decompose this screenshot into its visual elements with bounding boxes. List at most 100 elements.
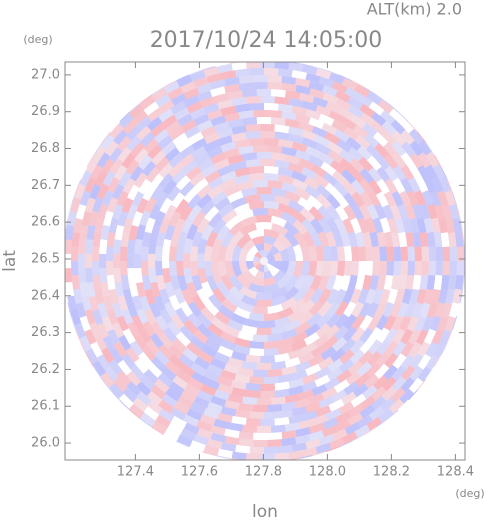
echo-cell bbox=[201, 164, 218, 178]
echo-cell bbox=[224, 76, 240, 87]
echo-cell bbox=[269, 266, 280, 277]
echo-cell bbox=[242, 62, 258, 63]
echo-cell bbox=[253, 439, 268, 447]
echo-cell bbox=[322, 261, 331, 277]
x-unit: (deg) bbox=[455, 487, 484, 500]
echo-cell bbox=[136, 381, 152, 397]
echo-cell bbox=[186, 101, 203, 114]
echo-cell bbox=[210, 115, 227, 127]
echo-cell bbox=[191, 137, 208, 151]
echo-cell bbox=[254, 251, 262, 259]
echo-cell bbox=[227, 319, 244, 332]
echo-cell bbox=[327, 149, 344, 164]
echo-cell bbox=[176, 75, 193, 88]
echo-cell bbox=[204, 261, 213, 277]
echo-cell bbox=[264, 264, 270, 272]
echo-cell bbox=[439, 177, 452, 193]
echo-cell bbox=[352, 124, 369, 139]
echo-cell bbox=[302, 274, 315, 291]
echo-cell bbox=[274, 381, 290, 391]
echo-cell bbox=[423, 288, 434, 305]
echo-cell bbox=[96, 152, 111, 168]
echo-cell bbox=[221, 442, 237, 452]
echo-cell bbox=[425, 341, 438, 358]
echo-cell bbox=[318, 217, 332, 234]
echo-cell bbox=[445, 218, 455, 234]
echo-cell bbox=[405, 274, 415, 291]
echo-cell bbox=[150, 321, 165, 338]
echo-cell bbox=[291, 339, 308, 352]
echo-cell bbox=[139, 210, 151, 227]
echo-cell bbox=[391, 190, 404, 207]
echo-cell bbox=[109, 348, 124, 364]
echo-cell bbox=[249, 68, 264, 76]
echo-cell bbox=[417, 366, 432, 383]
echo-cell bbox=[177, 230, 188, 247]
echo-cell bbox=[173, 288, 186, 305]
echo-cell bbox=[324, 131, 341, 145]
echo-cell bbox=[308, 117, 325, 129]
echo-cell bbox=[187, 131, 204, 145]
echo-cell bbox=[120, 232, 130, 248]
echo-cell bbox=[383, 141, 398, 158]
echo-cell bbox=[121, 197, 134, 214]
echo-cell bbox=[242, 270, 255, 283]
echo-cell bbox=[186, 408, 203, 421]
echo-cell bbox=[97, 203, 109, 220]
echo-cell bbox=[412, 231, 422, 248]
echo-cell bbox=[281, 182, 298, 194]
echo-cell bbox=[189, 440, 206, 452]
echo-cell bbox=[153, 210, 166, 227]
echo-cell bbox=[350, 393, 367, 408]
echo-cell bbox=[284, 190, 301, 203]
echo-cell bbox=[255, 292, 273, 300]
echo-cell bbox=[139, 375, 155, 391]
echo-cell bbox=[280, 296, 298, 311]
echo-cell bbox=[104, 365, 119, 382]
echo-cell bbox=[288, 162, 304, 174]
echo-cell bbox=[136, 116, 152, 131]
echo-cell bbox=[135, 281, 146, 298]
echo-cell bbox=[210, 316, 227, 332]
echo-cell bbox=[267, 261, 275, 267]
echo-cell bbox=[326, 193, 341, 210]
echo-cell bbox=[408, 128, 424, 145]
echo-cell bbox=[267, 110, 283, 119]
echo-cell bbox=[452, 288, 462, 304]
echo-cell bbox=[271, 89, 286, 98]
echo-cell bbox=[266, 263, 274, 271]
echo-cell bbox=[217, 448, 233, 459]
echo-cell bbox=[207, 184, 224, 199]
echo-cell bbox=[288, 62, 304, 72]
echo-cell bbox=[206, 145, 223, 159]
echo-cell bbox=[264, 138, 279, 146]
echo-cell bbox=[170, 101, 187, 115]
echo-cell bbox=[345, 371, 362, 386]
echo-cell bbox=[214, 310, 231, 326]
echo-cell bbox=[228, 286, 245, 301]
echo-cell bbox=[70, 197, 82, 213]
echo-cell bbox=[281, 437, 297, 447]
echo-cell bbox=[190, 402, 206, 415]
echo-cell bbox=[408, 328, 421, 345]
echo-cell bbox=[258, 264, 264, 272]
echo-cell bbox=[111, 322, 125, 339]
echo-cell bbox=[351, 301, 364, 318]
echo-cell bbox=[132, 397, 149, 412]
echo-cell bbox=[260, 390, 275, 398]
echo-cell bbox=[391, 274, 401, 290]
echo-cell bbox=[70, 309, 82, 325]
echo-cell bbox=[301, 167, 318, 180]
echo-cell bbox=[86, 282, 96, 298]
echo-cell bbox=[197, 253, 205, 269]
echo-cell bbox=[182, 159, 199, 175]
echo-cell bbox=[400, 353, 415, 370]
echo-cell bbox=[315, 142, 332, 156]
echo-cell bbox=[164, 204, 177, 221]
echo-cell bbox=[206, 363, 223, 377]
echo-cell bbox=[264, 270, 273, 279]
echo-cell bbox=[400, 177, 414, 194]
echo-cell bbox=[134, 148, 149, 164]
echo-cell bbox=[257, 54, 271, 61]
echo-cell bbox=[291, 170, 308, 183]
